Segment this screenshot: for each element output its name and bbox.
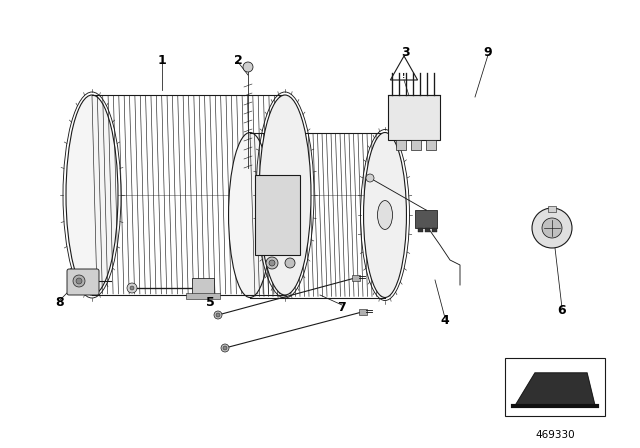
Circle shape: [542, 218, 562, 238]
Circle shape: [76, 278, 82, 284]
Circle shape: [223, 346, 227, 350]
FancyBboxPatch shape: [67, 269, 99, 295]
Circle shape: [214, 311, 222, 319]
Circle shape: [266, 257, 278, 269]
Text: 9: 9: [484, 46, 492, 59]
Bar: [425, 228, 430, 232]
Bar: [192, 278, 214, 298]
Circle shape: [127, 283, 137, 293]
Text: 469330: 469330: [535, 430, 575, 440]
Bar: [426, 140, 436, 150]
Circle shape: [130, 286, 134, 290]
Text: 8: 8: [56, 296, 64, 309]
Text: 2: 2: [234, 53, 243, 66]
Bar: [388, 95, 440, 140]
Ellipse shape: [66, 95, 118, 295]
Text: 5: 5: [205, 296, 214, 309]
Bar: [415, 210, 437, 228]
Bar: [432, 228, 437, 232]
Text: 4: 4: [440, 314, 449, 327]
Ellipse shape: [364, 133, 406, 297]
Ellipse shape: [276, 177, 294, 212]
Text: 3: 3: [401, 46, 410, 59]
Bar: [255, 175, 300, 255]
Circle shape: [216, 313, 220, 317]
Circle shape: [73, 275, 85, 287]
Text: 1: 1: [157, 53, 166, 66]
Bar: [418, 228, 423, 232]
Polygon shape: [515, 373, 595, 406]
Ellipse shape: [259, 95, 311, 295]
Text: 7: 7: [338, 301, 346, 314]
Circle shape: [285, 258, 295, 268]
Bar: [186, 293, 220, 299]
Bar: [396, 140, 406, 150]
Bar: [548, 206, 556, 212]
Bar: [359, 309, 367, 315]
Circle shape: [221, 344, 229, 352]
Circle shape: [366, 174, 374, 182]
Bar: [505, 358, 605, 416]
Circle shape: [532, 208, 572, 248]
Text: 6: 6: [557, 303, 566, 316]
Circle shape: [269, 260, 275, 266]
Circle shape: [243, 62, 253, 72]
Ellipse shape: [378, 201, 392, 229]
Bar: [411, 140, 421, 150]
Bar: [352, 275, 360, 281]
Text: !: !: [403, 73, 406, 79]
Ellipse shape: [228, 133, 271, 297]
